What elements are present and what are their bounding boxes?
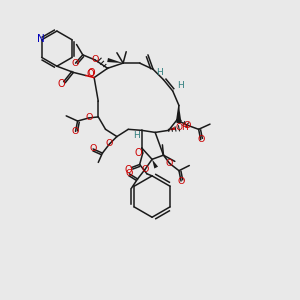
Polygon shape xyxy=(176,106,181,123)
Text: O: O xyxy=(135,148,142,158)
Text: O: O xyxy=(124,165,132,175)
Text: O: O xyxy=(72,127,79,136)
Text: H: H xyxy=(156,68,163,77)
Text: O: O xyxy=(92,56,99,64)
Text: H: H xyxy=(133,131,140,140)
Text: H: H xyxy=(177,81,183,90)
Text: N: N xyxy=(37,34,44,44)
Polygon shape xyxy=(152,159,158,169)
Text: O: O xyxy=(177,176,185,185)
Text: O: O xyxy=(72,58,79,68)
Polygon shape xyxy=(169,127,175,130)
Text: O: O xyxy=(197,135,204,144)
Text: O: O xyxy=(126,169,133,178)
Text: O: O xyxy=(86,70,94,80)
Text: O: O xyxy=(141,165,148,174)
Text: O: O xyxy=(87,68,95,78)
Polygon shape xyxy=(107,58,123,63)
Text: O: O xyxy=(57,79,65,89)
Text: O: O xyxy=(85,113,93,122)
Text: OH: OH xyxy=(175,123,189,132)
Text: O: O xyxy=(166,159,173,168)
Text: O: O xyxy=(89,145,97,154)
Text: O: O xyxy=(184,121,191,130)
Text: O: O xyxy=(106,139,113,148)
